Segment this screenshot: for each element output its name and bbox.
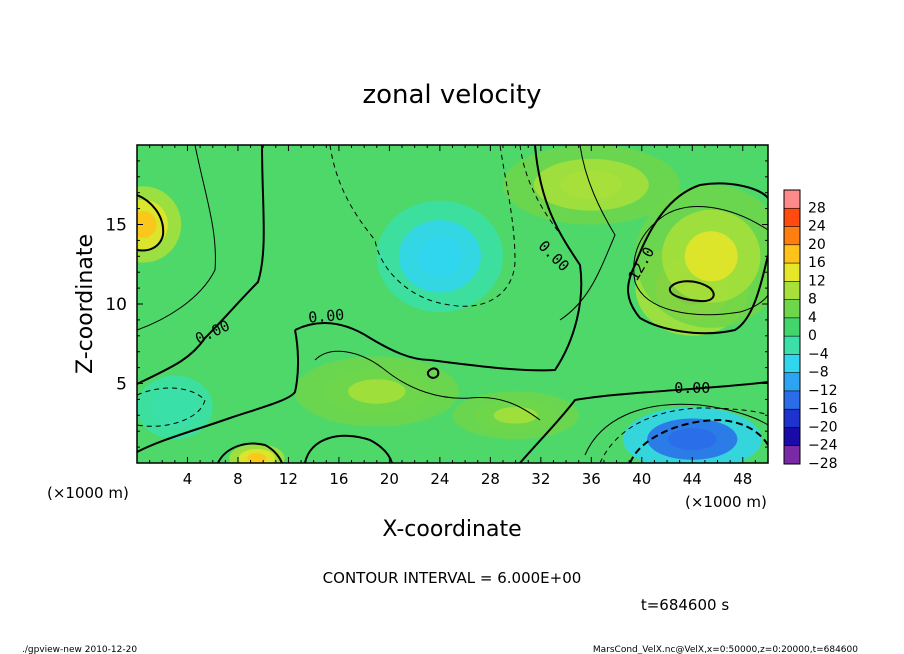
field-feature-10	[560, 170, 623, 199]
colorbar-label: −16	[808, 401, 838, 417]
x-tick-label: 24	[430, 470, 449, 488]
colorbar-swatch	[784, 244, 800, 264]
colorbar-swatch	[784, 372, 800, 392]
contour-six-thin-1	[137, 145, 216, 331]
x-tick-label: 12	[279, 470, 298, 488]
contour-label-5: 0.00	[674, 379, 710, 397]
x-tick-label: 32	[531, 470, 550, 488]
colorbar-label: 0	[808, 328, 817, 344]
colorbar-swatch	[784, 281, 800, 301]
colorbar-label: 16	[808, 255, 826, 271]
heatmap-field	[137, 145, 768, 463]
x-tick-label: 28	[481, 470, 500, 488]
field-feature-4	[667, 428, 717, 451]
y-axis-title: Z-coordinate	[73, 234, 98, 374]
footer-left: ./gpview-new 2010-12-20	[22, 645, 137, 654]
contour-label-2: 0.00	[307, 306, 345, 327]
x-axis-unit-label: (×1000 m)	[685, 493, 767, 511]
chart-title: zonal velocity	[362, 80, 541, 110]
footer-right: MarsCond_VelX.nc@VelX,x=0:50000,z=0:2000…	[593, 645, 858, 654]
x-tick-label: 44	[683, 470, 702, 488]
contour-minus-six-dashed-3	[519, 145, 566, 241]
field-feature-7	[348, 379, 406, 404]
colorbar-label: 8	[808, 292, 817, 308]
colorbar-label: −24	[808, 438, 838, 454]
colorbar-label: 4	[808, 310, 817, 326]
x-tick-label: 40	[632, 470, 651, 488]
contour-six-thin-3	[314, 350, 541, 421]
contour-minus-six-dashed-4	[599, 407, 768, 463]
contour-minus-twelve-bottom	[629, 418, 768, 463]
contour-zero-right	[519, 381, 768, 463]
field-feature-3	[684, 231, 738, 282]
colorbar-swatch	[784, 226, 800, 246]
colorbar-swatch	[784, 299, 800, 319]
colorbar-label: −12	[808, 383, 838, 399]
contour-twelve-left	[137, 194, 165, 252]
plot-area: 0.000.000.00 12.00.00	[136, 144, 769, 464]
colorbar-swatch	[784, 390, 800, 410]
contour-zero-center	[294, 145, 583, 372]
y-axis: 5 10 15	[105, 160, 768, 448]
contour-interval-note: CONTOUR INTERVAL = 6.000E+00	[323, 569, 582, 587]
contour-zero-small-loop	[426, 367, 440, 379]
contour-zero-left	[137, 145, 265, 385]
colorbar-swatch	[784, 317, 800, 337]
colorbar-swatch	[784, 336, 800, 355]
contour-twelve-bottom	[217, 442, 283, 463]
x-tick-label: 20	[380, 470, 399, 488]
colorbar-swatch	[784, 445, 800, 465]
time-label: t=684600 s	[641, 596, 729, 614]
contour-minus-six-dashed-1	[329, 145, 516, 307]
contour-six-thin-5	[633, 206, 768, 316]
x-tick-label: 8	[233, 470, 243, 488]
contour-zero-bottom	[137, 329, 299, 453]
colorbar-label: −4	[808, 346, 829, 362]
x-tick-label: 4	[183, 470, 193, 488]
contour-six-thin-4	[584, 403, 768, 456]
field-feature-8	[493, 406, 538, 424]
contour-six-thin-2	[559, 145, 616, 321]
x-axis-title: X-coordinate	[382, 517, 521, 542]
x-tick-label: 36	[582, 470, 601, 488]
colorbar-label: 24	[808, 219, 826, 235]
colorbar-swatch	[784, 427, 800, 447]
colorbar-swatch	[784, 409, 800, 428]
colorbar-label: −8	[808, 365, 829, 381]
colorbar-swatch	[784, 190, 800, 209]
x-tick-label: 48	[733, 470, 752, 488]
field-feature-9	[161, 396, 189, 419]
y-tick-label: 5	[116, 375, 127, 395]
colorbar-label: 20	[808, 237, 826, 253]
x-tick-label: 16	[329, 470, 348, 488]
colorbar-label: −20	[808, 419, 838, 435]
colorbar-label: 28	[808, 200, 826, 216]
y-axis-unit-label: (×1000 m)	[47, 484, 129, 502]
contour-zero-bottom-mid	[304, 434, 393, 463]
contour-eighteen-core	[668, 280, 715, 303]
field-feature-5	[417, 236, 462, 276]
field-feature-6	[247, 453, 267, 463]
colorbar-label: 12	[808, 273, 826, 289]
colorbar: 28 24 20 16 12 8 4 0 −4 −8 −12 −16 −20 −24 −28	[783, 189, 838, 472]
colorbar-label: −28	[808, 456, 838, 472]
x-axis: 4 8 12 16 20 24 28 32 36 40 44 48	[149, 145, 756, 488]
contour-twelve-right	[627, 182, 768, 335]
field-feature-1	[137, 211, 157, 238]
colorbar-swatch	[784, 208, 800, 228]
contour-lines	[137, 145, 768, 463]
y-tick-label: 15	[105, 216, 127, 236]
colorbar-swatch	[784, 354, 800, 374]
y-tick-label: 10	[105, 295, 127, 315]
colorbar-swatch	[784, 263, 800, 282]
